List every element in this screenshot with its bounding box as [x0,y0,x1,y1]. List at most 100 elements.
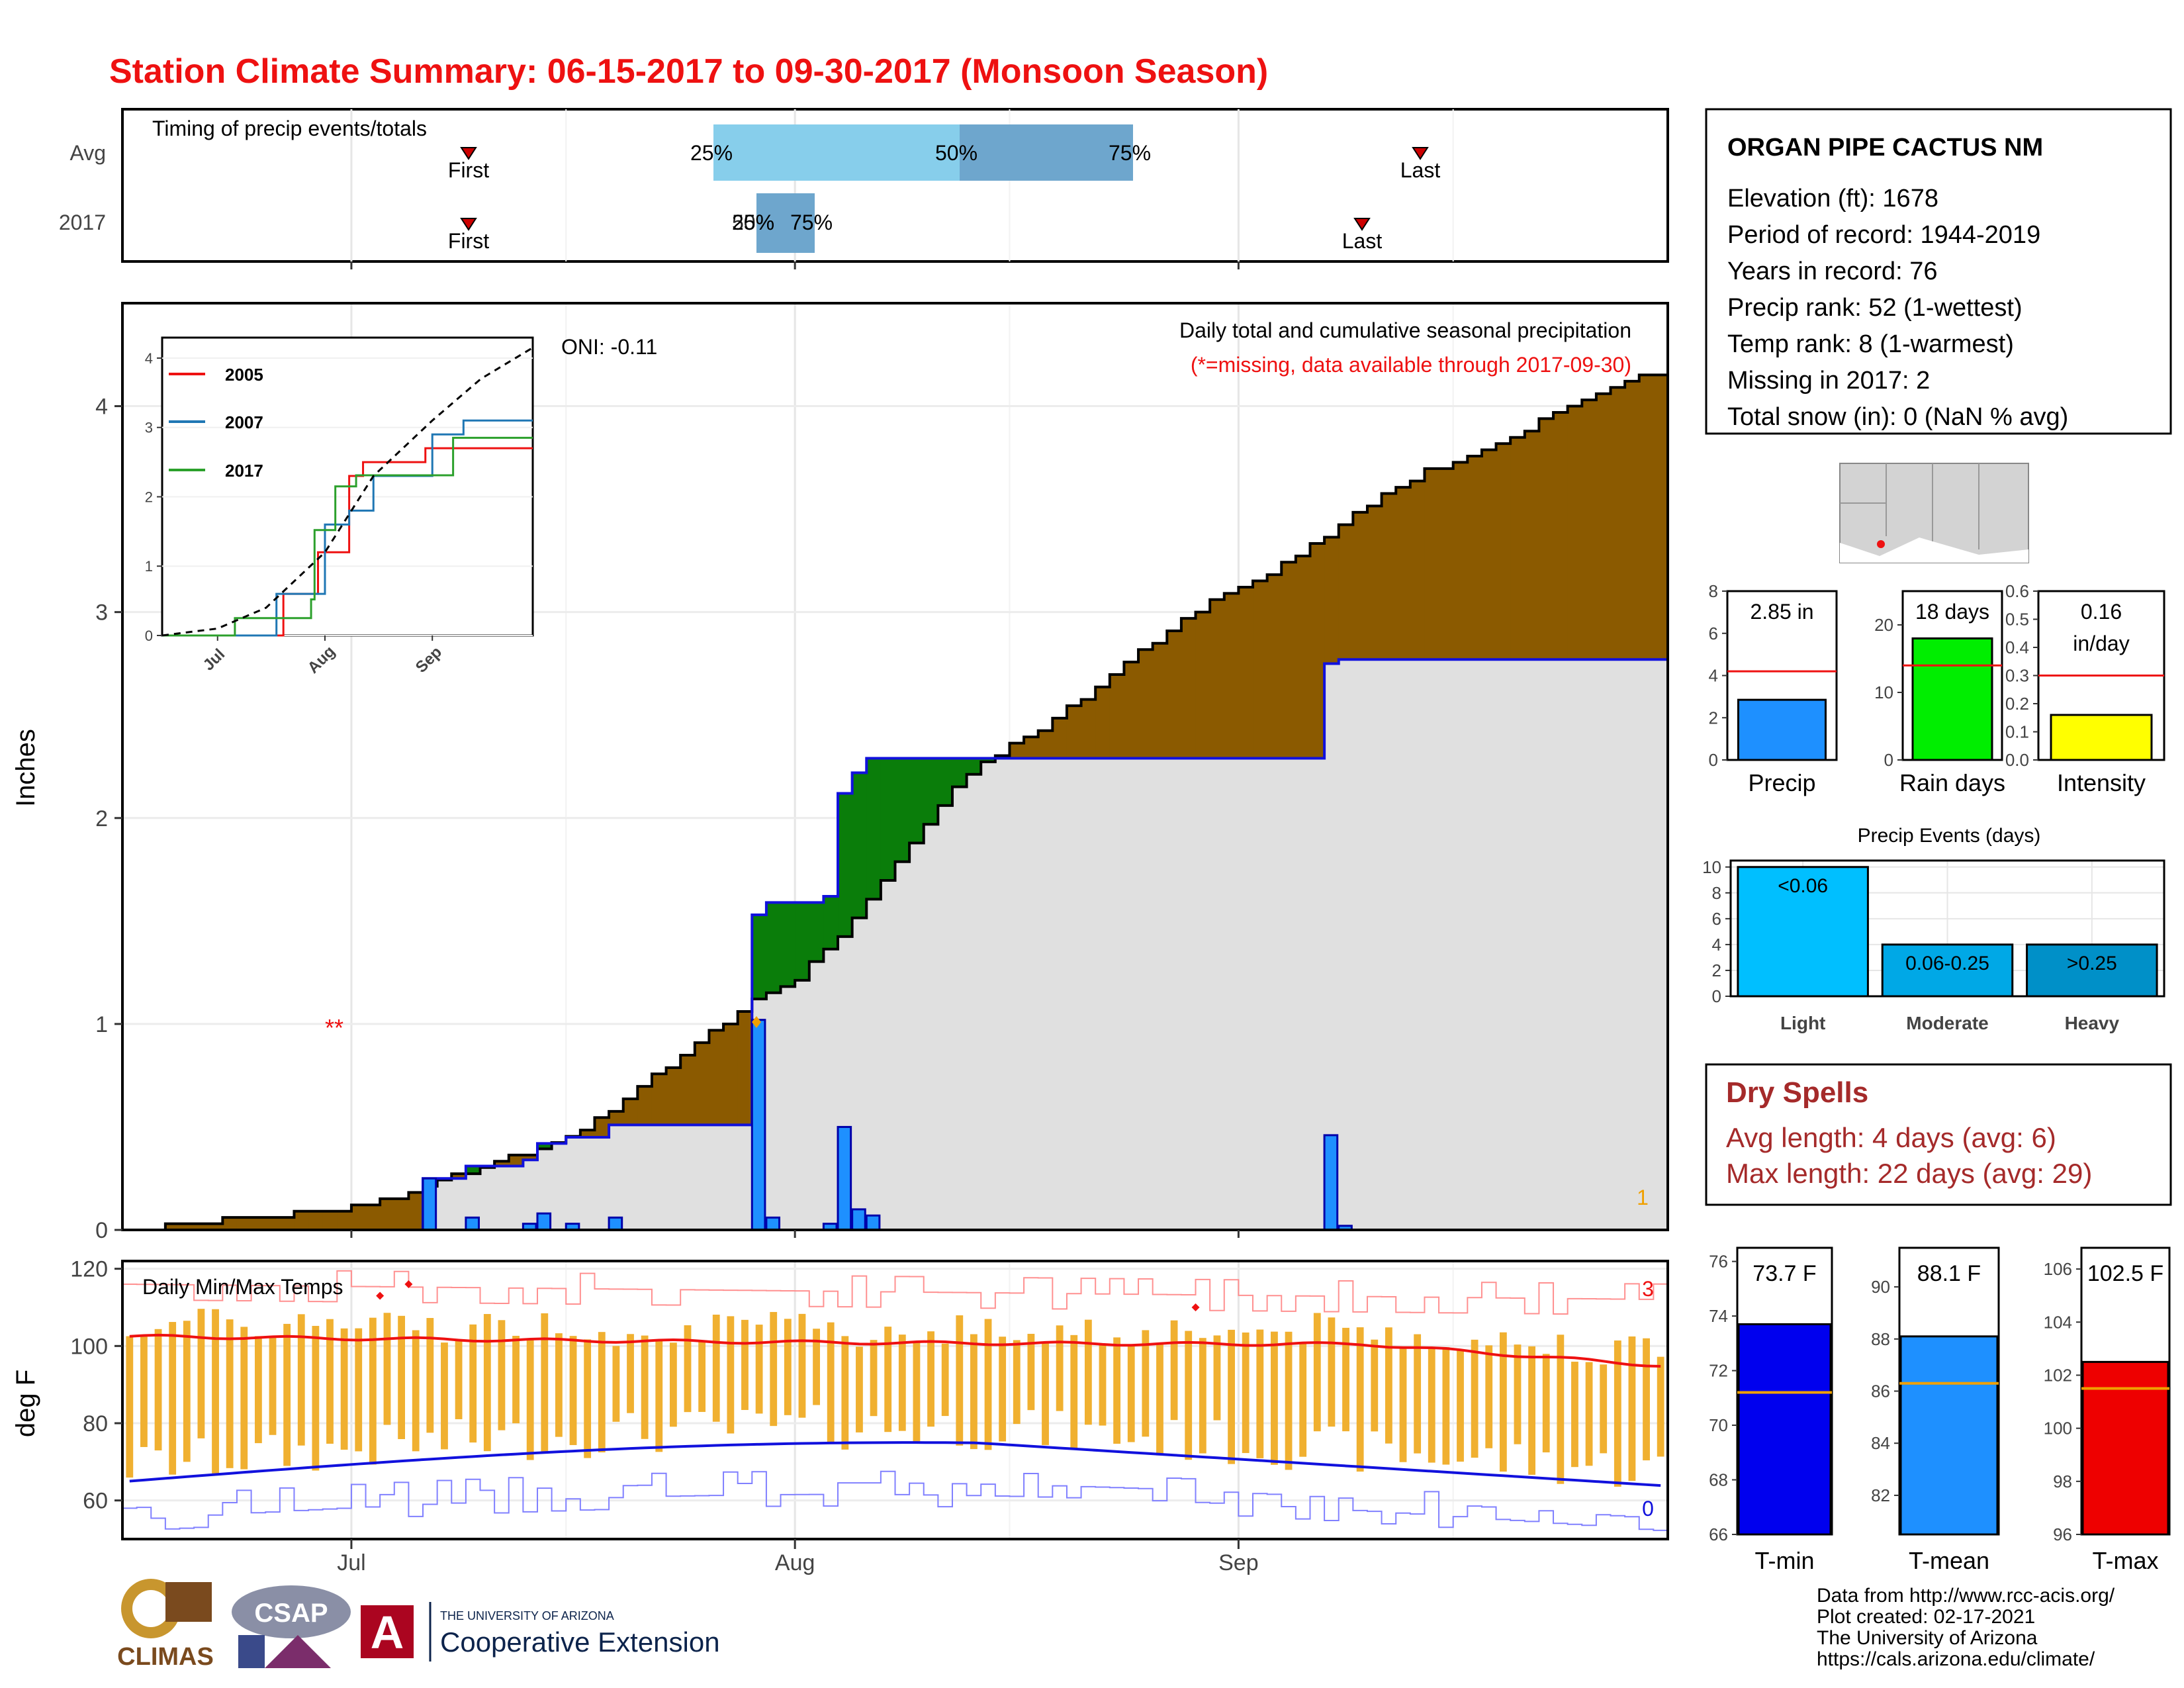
daily-temp-bar [1356,1327,1364,1472]
daily-temp-bar [269,1338,277,1435]
inset-y-tick-label: 1 [145,558,153,575]
events-tick-label: 2 [1712,961,1721,980]
daily-temp-bar [1442,1347,1450,1465]
avg-above-2017 [623,1099,638,1125]
timing-avg-75: 75% [1109,141,1151,165]
y-tick-label: 80 [83,1411,108,1436]
daily-temp-bar [1285,1331,1293,1470]
inset-legend: 2005 2007 2017 [169,365,263,481]
mini-label: Precip [1748,769,1815,796]
daily-temp-bar [1299,1343,1307,1457]
y-tick-label: 120 [70,1257,108,1282]
avg-above-2017 [279,1217,295,1230]
daily-temp-bar [1657,1356,1664,1457]
avg-above-2017 [1367,506,1383,660]
temp-value-text: 73.7 F [1752,1261,1816,1286]
mini-tick-label: 10 [1874,682,1893,702]
temp-label: T-max [2092,1547,2158,1574]
avg-above-2017 [680,1055,696,1125]
avg-above-2017 [1167,630,1182,759]
station-temp-rank: Temp rank: 8 (1-warmest) [1727,330,2014,358]
daily-precip-bar [837,1125,852,1231]
timing-avg-25: 25% [690,141,733,165]
x-tick-label: Sep [1218,1550,1259,1575]
x-tick-label: Jul [337,1550,365,1575]
daily-temp-bar [1342,1327,1349,1432]
dry-spells-box: Dry Spells Avg length: 4 days (avg: 6) M… [1705,1063,2172,1206]
daily-temp-bar [183,1321,191,1462]
events-title: Precip Events (days) [1858,825,2041,847]
missing-marker: ** [325,1014,343,1041]
y-tick-label: 1 [95,1012,108,1037]
dry-spells-avg: Avg length: 4 days (avg: 6) [1726,1122,2056,1153]
daily-temp-bar [1328,1317,1336,1427]
2017-above-avg [981,758,996,762]
2017-above-avg [852,773,867,918]
temp-tick-label: 106 [2044,1259,2072,1279]
record-high-marker [404,1280,413,1288]
avg-above-2017 [1653,375,1668,660]
avg-above-2017 [609,1111,624,1125]
daily-temp-bar [927,1331,934,1427]
station-location-dot [1877,540,1885,548]
daily-temp-bar [870,1340,878,1417]
avg-above-2017 [1124,662,1139,759]
avg-above-2017 [179,1223,195,1230]
daily-temp-bar [1585,1362,1593,1466]
daily-precip-bar [1323,1134,1339,1231]
daily-temp-bar [426,1318,434,1433]
precip-missing-note: (*=missing, data available through 2017-… [1191,353,1631,377]
avg-above-2017 [1109,674,1125,759]
2017-above-avg [952,758,968,787]
mini-tick-label: 20 [1874,615,1893,635]
daily-temp-bar [1471,1339,1479,1458]
dry-spells-title: Dry Spells [1726,1076,1868,1109]
avg-above-2017 [723,1023,739,1125]
first-avg-label: First [448,158,489,182]
2017-above-avg [465,1166,481,1174]
inset-legend-2005: 2005 [225,365,263,385]
avg-above-2017 [1381,493,1396,660]
ua-logo-a: A [371,1607,404,1658]
first-avg-marker [460,147,477,160]
daily-temp-bar [1428,1348,1435,1463]
daily-temp-bar [655,1340,663,1452]
climas-logo: CLIMAS [117,1579,214,1671]
inset-legend-2017: 2017 [225,461,263,481]
temp-value-bar [2081,1360,2169,1536]
avg-above-2017 [194,1223,209,1230]
mini-value-bar [1737,698,1827,761]
temp-tick-label: 88 [1871,1329,1890,1349]
avg-above-2017 [1009,743,1024,759]
timing-label: Timing of precip events/totals [152,117,427,140]
mini-tick-label: 0.3 [2005,666,2029,686]
page-title: Station Climate Summary: 06-15-2017 to 0… [109,52,1268,91]
2017-above-avg [795,902,810,980]
temp-tick-label: 70 [1709,1415,1728,1435]
avg-above-2017 [165,1223,181,1230]
avg-above-2017 [1596,393,1612,660]
daily-temp-bar [1256,1329,1264,1458]
2017-above-avg [866,758,882,900]
daily-temp-bar [741,1319,749,1410]
daily-temp-bar [483,1314,491,1452]
daily-temp-bar [584,1339,592,1458]
daily-temp-bar [197,1309,205,1438]
credits: Data from http://www.rcc-acis.org/ Plot … [1817,1585,2115,1670]
station-name: ORGAN PIPE CACTUS NM [1727,134,2043,162]
timing-avg-50: 50% [935,141,978,165]
avg-above-2017 [1353,512,1368,660]
timing-panel: Timing of precip events/totals Avg 2017 … [59,108,1669,263]
daily-temp-bar [1571,1362,1578,1468]
temp-tick-label: 74 [1709,1306,1728,1326]
avg-above-2017 [694,1043,710,1125]
station-years: Years in record: 76 [1727,258,1938,285]
daily-temp-bar [126,1336,134,1478]
avg-above-2017 [1324,537,1340,664]
temp-title: Daily Min/Max Temps [142,1275,343,1299]
y-tick-label: 60 [83,1489,108,1514]
daily-temp-bar [970,1334,978,1450]
avg-above-2017 [523,1154,538,1160]
avg-above-2017 [308,1211,324,1230]
